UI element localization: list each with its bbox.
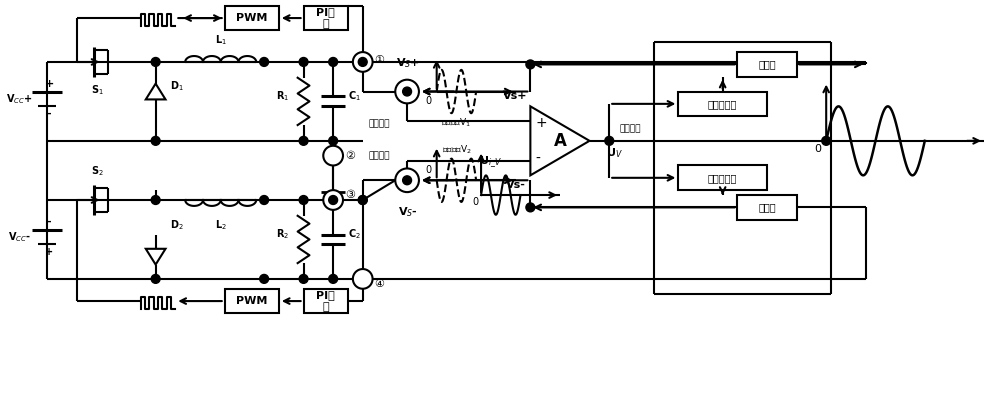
Circle shape — [403, 176, 412, 185]
Circle shape — [403, 87, 412, 96]
Circle shape — [329, 136, 338, 145]
Circle shape — [299, 58, 308, 66]
Text: -: - — [47, 217, 51, 227]
Text: L$_1$: L$_1$ — [215, 33, 227, 47]
Text: V$_{CC}$+: V$_{CC}$+ — [6, 92, 33, 106]
Bar — [225, 289, 279, 314]
Text: 0: 0 — [814, 144, 821, 154]
Text: PI调
节: PI调 节 — [316, 290, 335, 312]
Circle shape — [605, 136, 614, 145]
Text: D$_1$: D$_1$ — [170, 80, 184, 94]
Bar — [678, 92, 767, 116]
Circle shape — [151, 274, 160, 283]
Text: ④: ④ — [375, 279, 385, 289]
Circle shape — [151, 136, 160, 145]
Circle shape — [329, 196, 338, 204]
Circle shape — [299, 136, 308, 145]
Circle shape — [358, 196, 367, 204]
Text: +: + — [45, 247, 53, 257]
Circle shape — [358, 58, 367, 66]
Text: 电压采样: 电压采样 — [369, 119, 390, 128]
Text: U$_{i\_V}$: U$_{i\_V}$ — [479, 155, 502, 170]
Text: 0: 0 — [472, 197, 478, 207]
Circle shape — [151, 58, 160, 66]
Text: Vs-: Vs- — [506, 180, 526, 190]
Text: V$_S$-: V$_S$- — [398, 205, 418, 219]
Text: 0: 0 — [426, 165, 432, 175]
Text: ①: ① — [375, 55, 385, 65]
Text: ②: ② — [345, 151, 355, 161]
Bar — [737, 52, 797, 77]
Bar — [225, 6, 279, 30]
Text: A: A — [554, 132, 566, 150]
Text: PWM: PWM — [236, 296, 267, 306]
Circle shape — [299, 196, 308, 204]
Text: 给定信号V$_1$: 给定信号V$_1$ — [441, 116, 471, 129]
Polygon shape — [530, 106, 590, 175]
Text: 电压采样: 电压采样 — [619, 124, 641, 133]
Bar — [304, 6, 348, 30]
Polygon shape — [146, 249, 166, 264]
Circle shape — [260, 58, 269, 66]
Text: -: - — [535, 152, 540, 166]
Text: V$_{CC}$-: V$_{CC}$- — [8, 230, 31, 244]
Text: D$_2$: D$_2$ — [170, 218, 184, 232]
Circle shape — [822, 136, 831, 145]
Text: C$_1$: C$_1$ — [348, 90, 361, 103]
Text: ③: ③ — [345, 190, 355, 200]
Text: 电压采样: 电压采样 — [369, 152, 390, 160]
Circle shape — [260, 274, 269, 283]
Text: U$_V$: U$_V$ — [606, 146, 623, 160]
Text: S$_1$: S$_1$ — [91, 84, 104, 98]
Bar — [304, 289, 348, 314]
Bar — [737, 195, 797, 220]
Text: R$_1$: R$_1$ — [276, 90, 289, 103]
Text: C$_2$: C$_2$ — [348, 228, 361, 242]
Text: -: - — [47, 109, 51, 119]
Text: PWM: PWM — [236, 13, 267, 23]
Text: R$_2$: R$_2$ — [276, 228, 289, 242]
Text: S$_2$: S$_2$ — [91, 164, 104, 178]
Circle shape — [299, 274, 308, 283]
Text: PI调
节: PI调 节 — [316, 7, 335, 29]
Text: 取负绝对值: 取负绝对值 — [708, 173, 737, 183]
Text: 正偏置: 正偏置 — [758, 60, 776, 70]
Text: 取正绝对值: 取正绝对值 — [708, 99, 737, 109]
Text: 给定信号V$_2$: 给定信号V$_2$ — [442, 143, 471, 156]
Circle shape — [358, 196, 367, 204]
Circle shape — [323, 146, 343, 166]
Text: +: + — [45, 79, 54, 89]
Circle shape — [395, 168, 419, 192]
Circle shape — [151, 196, 160, 204]
Circle shape — [395, 80, 419, 103]
Polygon shape — [146, 84, 166, 100]
Circle shape — [323, 190, 343, 210]
Circle shape — [353, 269, 373, 289]
Text: +: + — [535, 116, 547, 130]
Circle shape — [329, 274, 338, 283]
Circle shape — [526, 60, 535, 69]
Circle shape — [353, 52, 373, 72]
Bar — [678, 166, 767, 190]
Circle shape — [329, 58, 338, 66]
Circle shape — [260, 196, 269, 204]
Text: 负偏置: 负偏置 — [758, 202, 776, 212]
Text: Vs+: Vs+ — [503, 91, 528, 101]
Circle shape — [526, 203, 535, 212]
Text: L$_2$: L$_2$ — [215, 218, 227, 232]
Text: V$_S$+: V$_S$+ — [396, 56, 420, 70]
Text: 0: 0 — [426, 96, 432, 106]
